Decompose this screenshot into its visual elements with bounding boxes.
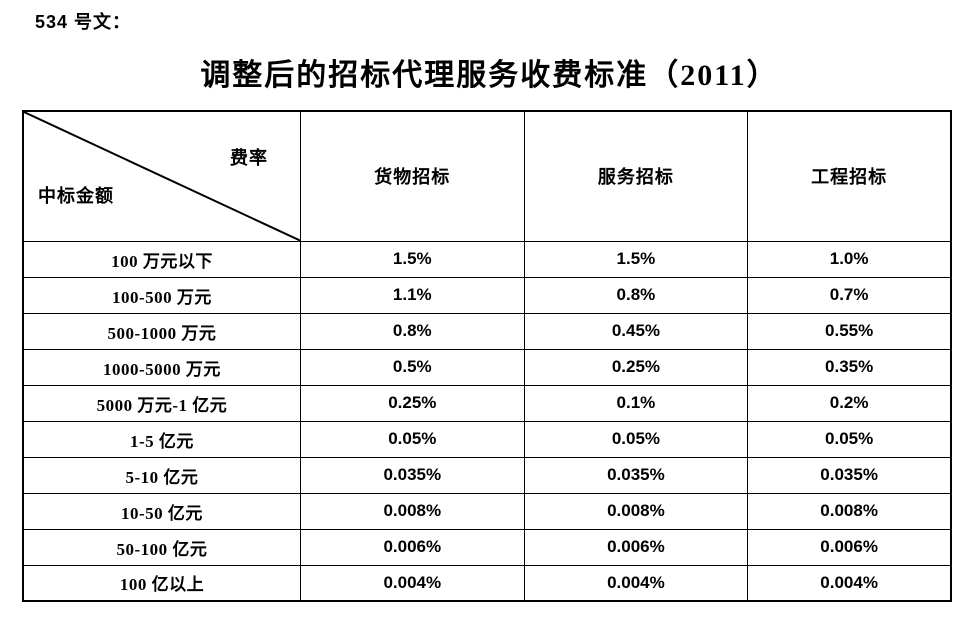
doc-number: 534 号文： [35,12,132,32]
row-label: 5-10 亿元 [22,456,301,494]
fee-value-service: 0.006% [523,528,749,566]
table-row: 1000-5000 万元 0.5% 0.25% 0.35% [22,348,952,386]
fee-value-service: 0.004% [523,564,749,602]
table-body: 100 万元以下 1.5% 1.5% 1.0% 100-500 万元 1.1% … [22,240,952,602]
fee-value-service: 0.8% [523,276,749,314]
row-label: 5000 万元-1 亿元 [22,384,301,422]
corner-label-amount: 中标金额 [38,186,114,206]
diagonal-line [24,112,300,240]
row-label: 1-5 亿元 [22,420,301,458]
column-header-goods: 货物招标 [299,110,525,242]
fee-value-works: 0.35% [747,348,952,386]
table-row: 10-50 亿元 0.008% 0.008% 0.008% [22,492,952,530]
fee-value-works: 0.2% [747,384,952,422]
fee-value-goods: 0.8% [299,312,525,350]
fee-value-service: 0.45% [523,312,749,350]
fee-value-service: 0.1% [523,384,749,422]
table-row: 100 亿以上 0.004% 0.004% 0.004% [22,564,952,602]
table-row: 100 万元以下 1.5% 1.5% 1.0% [22,240,952,278]
table-header-row: 费率 中标金额 货物招标 服务招标 工程招标 [22,110,952,242]
table-row: 100-500 万元 1.1% 0.8% 0.7% [22,276,952,314]
fee-value-goods: 0.004% [299,564,525,602]
fee-value-service: 0.035% [523,456,749,494]
fee-value-works: 0.55% [747,312,952,350]
fee-value-goods: 1.1% [299,276,525,314]
fee-value-goods: 0.006% [299,528,525,566]
fee-value-goods: 0.5% [299,348,525,386]
fee-value-service: 0.25% [523,348,749,386]
fee-value-works: 1.0% [747,240,952,278]
fee-value-works: 0.008% [747,492,952,530]
table-row: 5000 万元-1 亿元 0.25% 0.1% 0.2% [22,384,952,422]
table-row: 500-1000 万元 0.8% 0.45% 0.55% [22,312,952,350]
row-label: 100 万元以下 [22,240,301,278]
fee-rate-table: 费率 中标金额 货物招标 服务招标 工程招标 100 万元以下 1.5% 1.5… [22,110,952,602]
fee-value-goods: 0.05% [299,420,525,458]
fee-value-goods: 1.5% [299,240,525,278]
fee-value-works: 0.7% [747,276,952,314]
row-label: 500-1000 万元 [22,312,301,350]
fee-value-works: 0.004% [747,564,952,602]
row-label: 100-500 万元 [22,276,301,314]
fee-value-service: 0.05% [523,420,749,458]
page-title: 调整后的招标代理服务收费标准（2011） [200,59,779,92]
fee-value-goods: 0.035% [299,456,525,494]
row-label: 100 亿以上 [22,564,301,602]
column-header-service: 服务招标 [523,110,749,242]
fee-value-works: 0.035% [747,456,952,494]
fee-value-service: 0.008% [523,492,749,530]
column-header-works: 工程招标 [747,110,952,242]
table-row: 5-10 亿元 0.035% 0.035% 0.035% [22,456,952,494]
fee-value-service: 1.5% [523,240,749,278]
fee-value-goods: 0.008% [299,492,525,530]
row-label: 50-100 亿元 [22,528,301,566]
table-row: 1-5 亿元 0.05% 0.05% 0.05% [22,420,952,458]
diagonal-corner-cell: 费率 中标金额 [22,110,301,242]
row-label: 10-50 亿元 [22,492,301,530]
row-label: 1000-5000 万元 [22,348,301,386]
fee-value-works: 0.006% [747,528,952,566]
corner-label-rate: 费率 [229,148,268,168]
fee-value-goods: 0.25% [299,384,525,422]
fee-value-works: 0.05% [747,420,952,458]
table-row: 50-100 亿元 0.006% 0.006% 0.006% [22,528,952,566]
